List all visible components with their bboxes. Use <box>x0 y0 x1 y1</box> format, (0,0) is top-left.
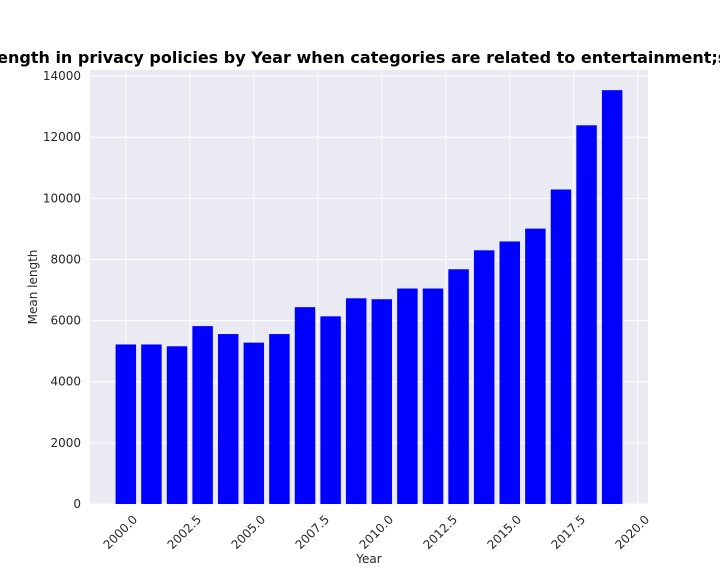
bar-2017 <box>550 189 572 505</box>
y-tick-label: 10000 <box>43 191 81 205</box>
y-tick-label: 12000 <box>43 130 81 144</box>
x-tick-label: 2017.5 <box>549 512 589 552</box>
bar-2008 <box>320 316 341 504</box>
x-tick-label: 2010.0 <box>357 512 397 552</box>
bar-2018 <box>576 125 597 505</box>
bar-2003 <box>192 326 213 504</box>
bar-2001 <box>141 344 162 504</box>
x-tick-labels: 2000.0 2002.5 2005.0 2007.5 2010.0 2012.5 2015… <box>101 512 653 552</box>
bar-2014 <box>473 250 495 504</box>
bar-2015 <box>499 241 521 504</box>
x-tick-label: 2005.0 <box>229 512 269 552</box>
bar-2009 <box>345 298 367 504</box>
bar-2004 <box>217 334 239 504</box>
bar-2011 <box>397 288 418 504</box>
x-tick-label: 2020.0 <box>613 512 653 552</box>
bar-2002 <box>166 346 188 504</box>
y-tick-label: 6000 <box>50 314 81 328</box>
bar-2012 <box>422 288 444 504</box>
y-tick-labels: 0 2000 4000 6000 8000 10000 12000 14000 <box>43 69 81 511</box>
y-tick-label: 14000 <box>43 69 81 83</box>
bar-2006 <box>269 334 290 504</box>
bar-2019 <box>601 90 623 505</box>
x-axis-label: Year <box>355 552 381 566</box>
x-tick-label: 2007.5 <box>293 512 333 552</box>
chart-title: Mean length in privacy policies by Year … <box>0 48 720 67</box>
y-tick-label: 8000 <box>50 252 81 266</box>
y-tick-label: 0 <box>73 497 81 511</box>
x-tick-label: 2000.0 <box>101 512 141 552</box>
bar-2000 <box>115 344 137 504</box>
bar-2005 <box>243 342 265 504</box>
bar-2007 <box>294 307 316 504</box>
x-tick-label: 2002.5 <box>165 512 205 552</box>
y-axis-label: Mean length <box>26 250 40 325</box>
bar-2016 <box>525 228 546 504</box>
bar-2013 <box>448 269 469 504</box>
bar-2010 <box>371 299 393 504</box>
x-tick-label: 2012.5 <box>421 512 461 552</box>
bars <box>115 90 623 505</box>
y-tick-label: 2000 <box>50 436 81 450</box>
x-tick-label: 2015.0 <box>485 512 525 552</box>
y-tick-label: 4000 <box>50 375 81 389</box>
